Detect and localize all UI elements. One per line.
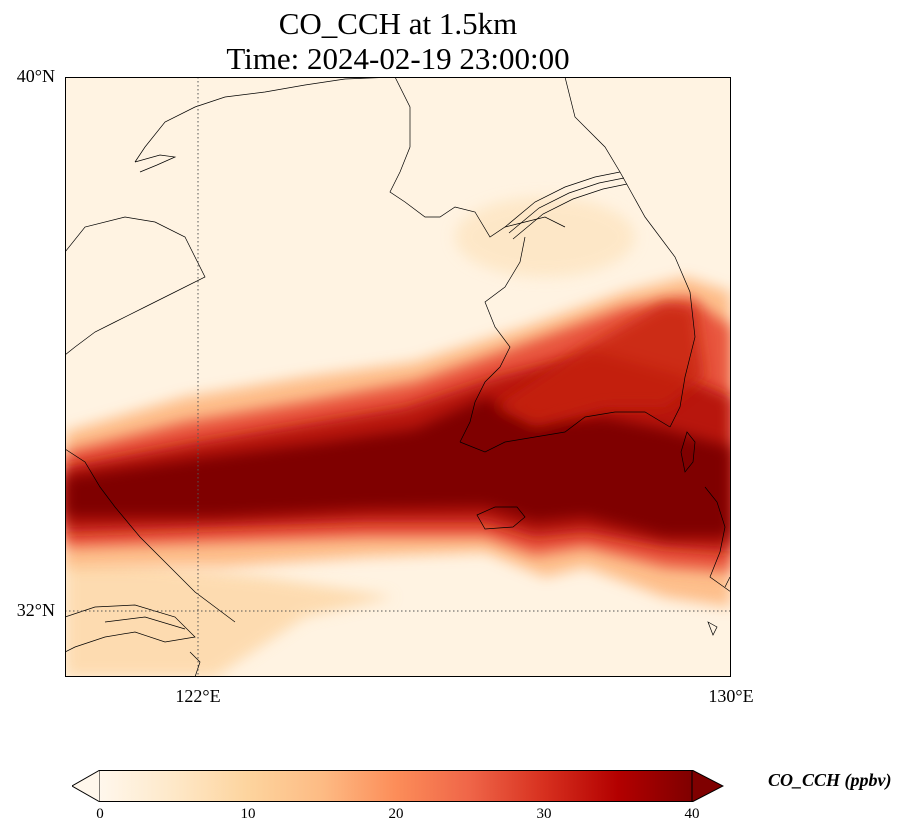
- colorbar-outline: [100, 770, 692, 802]
- korea-west-coast: [459, 236, 526, 443]
- kyushu-coast: [704, 486, 731, 593]
- lat-label-40n: 40°N: [16, 66, 55, 86]
- liaodong-coast: [134, 77, 396, 163]
- colorbar-tick-30: 30: [536, 806, 552, 822]
- coastlines: [65, 77, 731, 677]
- colorbar-tick-0: 0: [96, 806, 104, 822]
- colorbar-min-extend: [72, 770, 101, 802]
- small-island-2: [724, 576, 731, 588]
- korea-east-coast: [564, 77, 696, 428]
- plume-northeast-tongue: [495, 302, 705, 427]
- east-china-coast: [65, 448, 236, 623]
- colorbar: [72, 770, 724, 802]
- map-title-line2: Time: 2024-02-19 23:00:00: [226, 41, 570, 76]
- lower-left-haze: [65, 557, 395, 677]
- chongming-island: [104, 616, 186, 630]
- colorbar-label: CO_CCH (ppbv): [768, 770, 892, 790]
- colorbar-gradient: [100, 770, 692, 802]
- map-plot: [65, 77, 731, 677]
- liaodong-tip: [134, 154, 177, 173]
- dmz-line-2: [508, 177, 625, 234]
- map-title-line1: CO_CCH at 1.5km: [278, 6, 518, 41]
- colorbar-tick-10: 10: [240, 806, 256, 822]
- korea-south-coast: [459, 411, 671, 453]
- shandong-coast: [65, 216, 206, 356]
- colorbar-tick-40: 40: [684, 806, 700, 822]
- warm-patch: [455, 197, 635, 277]
- colorbar-tick-20: 20: [388, 806, 404, 822]
- dmz-line-1: [504, 171, 621, 228]
- map-border: [65, 77, 731, 677]
- small-island-1: [707, 621, 718, 636]
- tsushima-island: [680, 431, 696, 473]
- yangtze-estuary: [65, 604, 196, 653]
- colorbar-max-extend: [691, 770, 724, 802]
- lon-label-130e: 130°E: [708, 686, 754, 706]
- jeju-island: [476, 506, 526, 530]
- hangzhou-bay: [189, 651, 201, 677]
- dmz-line-3: [512, 183, 628, 240]
- lat-label-32n: 32°N: [16, 600, 55, 620]
- nk-west-coast: [389, 77, 566, 238]
- lon-label-122e: 122°E: [175, 686, 221, 706]
